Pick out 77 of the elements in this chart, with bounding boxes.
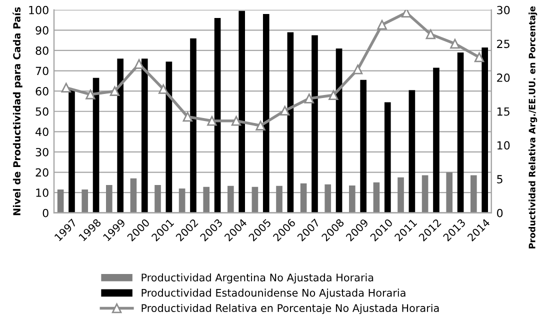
y-tick-label: 100 xyxy=(29,6,48,14)
bar xyxy=(228,186,234,213)
point xyxy=(352,64,363,74)
bar xyxy=(482,47,488,213)
bar xyxy=(82,190,88,213)
y2-tick-label: 25 xyxy=(497,40,510,48)
bar xyxy=(373,182,380,213)
bar xyxy=(141,58,148,213)
bar xyxy=(398,177,404,213)
bar xyxy=(312,35,318,213)
point xyxy=(426,29,436,40)
bar xyxy=(238,10,245,213)
point xyxy=(474,52,484,62)
bar xyxy=(336,48,342,213)
bar xyxy=(92,78,100,213)
bar xyxy=(433,68,440,213)
y-tick-label: 20 xyxy=(36,168,48,177)
y2-tick-label: 10 xyxy=(497,141,510,150)
bar xyxy=(457,52,464,213)
y-tick-label: 90 xyxy=(36,26,48,35)
bar xyxy=(166,62,172,213)
bar xyxy=(408,90,416,213)
bar xyxy=(130,178,137,213)
bar xyxy=(178,188,186,213)
point xyxy=(207,116,217,126)
bar xyxy=(106,185,112,213)
point xyxy=(304,94,314,104)
point xyxy=(61,82,72,93)
point xyxy=(256,120,266,130)
y-tick-label: 40 xyxy=(36,128,48,136)
bar xyxy=(276,186,282,213)
point xyxy=(450,38,460,49)
point xyxy=(377,20,387,30)
legend-label: Productividad Relativa en Porcentaje No Ajustada Horaria xyxy=(142,304,439,314)
y2-tick-label: 30 xyxy=(497,6,510,14)
y2-axis-title: Productividad Relativa Arg./EE.UU. en Porcentaje xyxy=(528,6,538,248)
bar xyxy=(190,38,196,213)
point xyxy=(231,116,242,126)
y2-tick-label: 15 xyxy=(497,107,510,116)
y2-tick-label: 0 xyxy=(496,208,503,218)
bar xyxy=(384,102,391,213)
point xyxy=(182,112,193,122)
bar xyxy=(262,14,270,213)
y-tick-label: 80 xyxy=(36,46,48,55)
bar xyxy=(68,89,75,213)
bar xyxy=(300,183,307,213)
y-tick-label: 10 xyxy=(36,188,48,197)
bar xyxy=(252,186,258,213)
bar xyxy=(154,185,161,213)
bar xyxy=(287,32,294,213)
y-tick-label: 30 xyxy=(36,148,48,156)
point xyxy=(328,90,338,100)
bar xyxy=(349,185,356,213)
bar xyxy=(422,175,428,213)
bar xyxy=(57,190,64,213)
legend-label: Productividad Estadounidense No Ajustada Horaria xyxy=(142,288,406,299)
point xyxy=(280,106,290,116)
y-tick-label: 50 xyxy=(36,107,48,116)
bar xyxy=(117,58,124,213)
point xyxy=(401,10,412,18)
bar xyxy=(446,172,453,213)
bar xyxy=(324,184,332,213)
y-tick-label: 60 xyxy=(36,87,48,96)
point xyxy=(158,84,168,94)
bar xyxy=(214,18,221,213)
point xyxy=(110,86,120,96)
bar xyxy=(470,175,477,213)
y2-tick-label: 20 xyxy=(497,74,510,82)
legend-label: Productividad Argentina No Ajustada Horaria xyxy=(142,273,374,284)
bar xyxy=(360,80,366,213)
y-tick-label: 0 xyxy=(42,208,48,218)
y-tick-label: 70 xyxy=(36,66,48,76)
y2-tick-label: 5 xyxy=(497,175,502,184)
point xyxy=(134,59,144,69)
bar xyxy=(203,186,210,213)
y-axis-title: Nivel de Productividad para Cada País xyxy=(12,7,22,216)
point xyxy=(86,90,96,100)
